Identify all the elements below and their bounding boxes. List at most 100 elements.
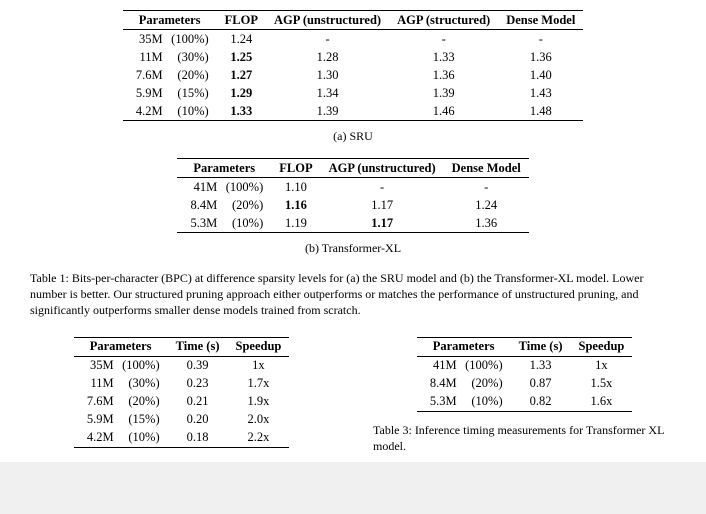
cell-parameters: 35M(100%) bbox=[74, 356, 168, 375]
cell-flop: 1.27 bbox=[217, 66, 266, 84]
table-row: 8.4M(20%)0.871.5x bbox=[417, 375, 633, 393]
table-row: 5.9M(15%)0.202.0x bbox=[74, 411, 290, 429]
table-row: 35M(100%)1.24--- bbox=[123, 30, 584, 49]
table-1b: Parameters FLOP AGP (unstructured) Dense… bbox=[177, 158, 529, 233]
cell-dense: 1.36 bbox=[444, 214, 529, 233]
cell-agp-unstructured: 1.39 bbox=[266, 102, 389, 121]
cell-speedup: 1.6x bbox=[571, 393, 633, 412]
cell-parameters: 11M(30%) bbox=[74, 375, 168, 393]
table-row: 11M(30%)1.251.281.331.36 bbox=[123, 48, 584, 66]
table-3-container: Parameters Time (s) Speedup 41M(100%)1.3… bbox=[373, 337, 676, 454]
cell-parameters: 4.2M(10%) bbox=[123, 102, 217, 121]
cell-parameters: 4.2M(10%) bbox=[74, 429, 168, 448]
cell-parameters: 8.4M(20%) bbox=[417, 375, 511, 393]
cell-parameters: 35M(100%) bbox=[123, 30, 217, 49]
cell-parameters: 5.9M(15%) bbox=[123, 84, 217, 102]
col-parameters: Parameters bbox=[123, 11, 217, 30]
table-3-caption: Table 3: Inference timing measurements f… bbox=[373, 422, 676, 454]
cell-speedup: 1x bbox=[571, 356, 633, 375]
table-1a: Parameters FLOP AGP (unstructured) AGP (… bbox=[123, 10, 584, 121]
cell-parameters: 8.4M(20%) bbox=[177, 196, 271, 214]
col-time: Time (s) bbox=[511, 337, 571, 356]
table-1-caption: Table 1: Bits-per-character (BPC) at dif… bbox=[30, 270, 676, 319]
col-time: Time (s) bbox=[168, 337, 228, 356]
table-row: 4.2M(10%)1.331.391.461.48 bbox=[123, 102, 584, 121]
cell-dense: 1.40 bbox=[498, 66, 583, 84]
table-3: Parameters Time (s) Speedup 41M(100%)1.3… bbox=[417, 337, 633, 412]
cell-parameters: 7.6M(20%) bbox=[123, 66, 217, 84]
table-row: 4.2M(10%)0.182.2x bbox=[74, 429, 290, 448]
table-row: 11M(30%)0.231.7x bbox=[74, 375, 290, 393]
cell-parameters: 5.3M(10%) bbox=[417, 393, 511, 412]
table-row: 5.3M(10%)1.191.171.36 bbox=[177, 214, 529, 233]
bottom-tables: Parameters Time (s) Speedup 35M(100%)0.3… bbox=[30, 337, 676, 454]
cell-agp-unstructured: 1.28 bbox=[266, 48, 389, 66]
table-row: 7.6M(20%)0.211.9x bbox=[74, 393, 290, 411]
cell-parameters: 41M(100%) bbox=[177, 178, 271, 197]
table-row: 41M(100%)1.10-- bbox=[177, 178, 529, 197]
cell-agp-structured: 1.36 bbox=[389, 66, 498, 84]
cell-agp-structured: 1.39 bbox=[389, 84, 498, 102]
cell-time: 0.18 bbox=[168, 429, 228, 448]
cell-flop: 1.33 bbox=[217, 102, 266, 121]
cell-agp-unstructured: - bbox=[266, 30, 389, 49]
table-2-container: Parameters Time (s) Speedup 35M(100%)0.3… bbox=[30, 337, 333, 448]
page: Parameters FLOP AGP (unstructured) AGP (… bbox=[0, 0, 706, 462]
cell-agp-structured: - bbox=[389, 30, 498, 49]
table-1a-header-row: Parameters FLOP AGP (unstructured) AGP (… bbox=[123, 11, 584, 30]
cell-parameters: 7.6M(20%) bbox=[74, 393, 168, 411]
col-flop: FLOP bbox=[217, 11, 266, 30]
cell-dense: 1.48 bbox=[498, 102, 583, 121]
cell-time: 0.39 bbox=[168, 356, 228, 375]
cell-parameters: 5.9M(15%) bbox=[74, 411, 168, 429]
cell-parameters: 41M(100%) bbox=[417, 356, 511, 375]
cell-flop: 1.16 bbox=[271, 196, 320, 214]
col-parameters: Parameters bbox=[177, 159, 271, 178]
col-parameters: Parameters bbox=[74, 337, 168, 356]
col-agp-unstructured: AGP (unstructured) bbox=[266, 11, 389, 30]
cell-flop: 1.10 bbox=[271, 178, 320, 197]
cell-speedup: 1.5x bbox=[571, 375, 633, 393]
cell-time: 0.87 bbox=[511, 375, 571, 393]
cell-flop: 1.24 bbox=[217, 30, 266, 49]
cell-time: 1.33 bbox=[511, 356, 571, 375]
table-2: Parameters Time (s) Speedup 35M(100%)0.3… bbox=[74, 337, 290, 448]
table-row: 8.4M(20%)1.161.171.24 bbox=[177, 196, 529, 214]
cell-speedup: 2.0x bbox=[228, 411, 290, 429]
cell-agp-unstructured: 1.17 bbox=[321, 214, 444, 233]
cell-time: 0.82 bbox=[511, 393, 571, 412]
cell-agp-unstructured: 1.17 bbox=[321, 196, 444, 214]
cell-speedup: 1.9x bbox=[228, 393, 290, 411]
cell-speedup: 2.2x bbox=[228, 429, 290, 448]
cell-agp-structured: 1.46 bbox=[389, 102, 498, 121]
cell-dense: - bbox=[498, 30, 583, 49]
cell-agp-unstructured: 1.34 bbox=[266, 84, 389, 102]
cell-flop: 1.19 bbox=[271, 214, 320, 233]
table-row: 7.6M(20%)1.271.301.361.40 bbox=[123, 66, 584, 84]
cell-parameters: 5.3M(10%) bbox=[177, 214, 271, 233]
cell-dense: 1.24 bbox=[444, 196, 529, 214]
col-dense-model: Dense Model bbox=[444, 159, 529, 178]
table-1a-subcaption: (a) SRU bbox=[30, 129, 676, 144]
col-parameters: Parameters bbox=[417, 337, 511, 356]
col-agp-unstructured: AGP (unstructured) bbox=[321, 159, 444, 178]
cell-dense: 1.43 bbox=[498, 84, 583, 102]
table-row: 41M(100%)1.331x bbox=[417, 356, 633, 375]
table-3-header-row: Parameters Time (s) Speedup bbox=[417, 337, 633, 356]
cell-time: 0.21 bbox=[168, 393, 228, 411]
table-row: 35M(100%)0.391x bbox=[74, 356, 290, 375]
cell-flop: 1.29 bbox=[217, 84, 266, 102]
col-dense-model: Dense Model bbox=[498, 11, 583, 30]
col-flop: FLOP bbox=[271, 159, 320, 178]
table-row: 5.9M(15%)1.291.341.391.43 bbox=[123, 84, 584, 102]
cell-agp-unstructured: 1.30 bbox=[266, 66, 389, 84]
cell-speedup: 1x bbox=[228, 356, 290, 375]
cell-agp-unstructured: - bbox=[321, 178, 444, 197]
cell-flop: 1.25 bbox=[217, 48, 266, 66]
cell-dense: 1.36 bbox=[498, 48, 583, 66]
table-row: 5.3M(10%)0.821.6x bbox=[417, 393, 633, 412]
cell-time: 0.23 bbox=[168, 375, 228, 393]
cell-speedup: 1.7x bbox=[228, 375, 290, 393]
cell-dense: - bbox=[444, 178, 529, 197]
col-speedup: Speedup bbox=[571, 337, 633, 356]
